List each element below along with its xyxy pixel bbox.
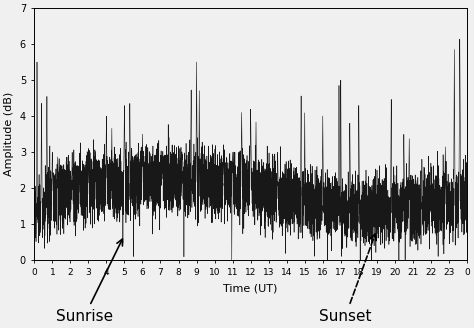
Text: Sunset: Sunset bbox=[319, 234, 376, 324]
Y-axis label: Amplitude (dB): Amplitude (dB) bbox=[4, 92, 14, 176]
Text: Sunrise: Sunrise bbox=[56, 239, 122, 324]
X-axis label: Time (UT): Time (UT) bbox=[223, 283, 278, 293]
